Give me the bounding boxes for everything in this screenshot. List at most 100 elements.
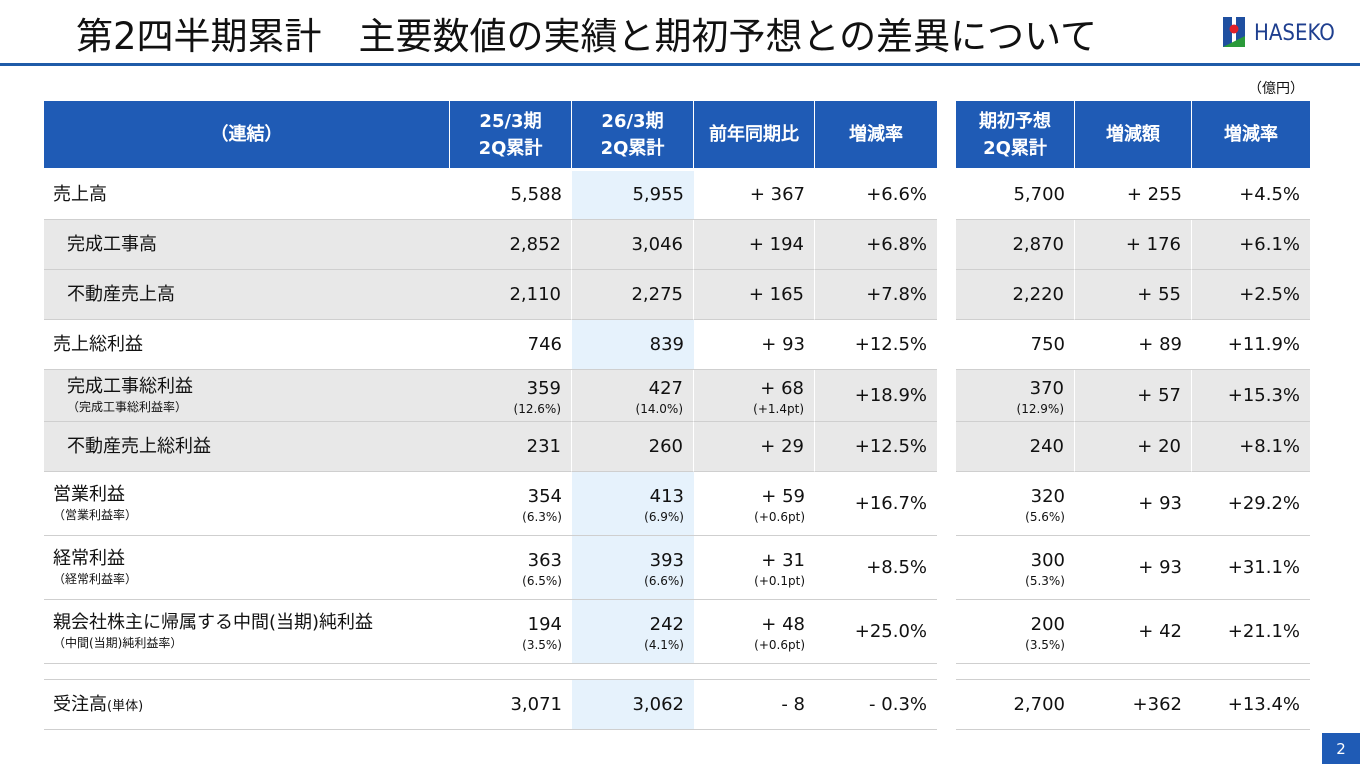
- gap-rule: [44, 679, 937, 680]
- value-cell: 363 (6.5%): [450, 536, 572, 600]
- cell-value: +15.3%: [1227, 384, 1300, 406]
- value-cell: + 55: [1075, 270, 1192, 320]
- value-cell: 300 (5.3%): [956, 536, 1075, 600]
- cell-value: 3,071: [510, 693, 562, 715]
- cell-value: 427: [648, 377, 683, 399]
- cell-value: + 48: [761, 613, 805, 635]
- cell-note: (6.5%): [522, 573, 562, 588]
- column-header: 前年同期比: [694, 101, 815, 168]
- row-label-note: （営業利益率）: [53, 507, 138, 522]
- cell-value: +6.8%: [866, 233, 927, 255]
- row-label-line: 経常利益: [53, 548, 125, 570]
- row-label-line: 親会社株主に帰属する中間(当期)純利益: [53, 612, 373, 634]
- cell-note: (14.0%): [635, 401, 683, 416]
- cell-value: + 93: [1138, 556, 1182, 578]
- cell-value: +6.6%: [866, 184, 927, 205]
- row-label-note: （経常利益率）: [53, 571, 138, 586]
- cell-value: + 93: [1138, 492, 1182, 514]
- cell-value: 5,700: [1013, 184, 1065, 205]
- cell-value: + 59: [761, 485, 805, 507]
- cell-value: 2,220: [1012, 283, 1064, 305]
- row-label-line: 不動産売上高: [67, 284, 175, 306]
- value-cell: +11.9%: [1192, 320, 1310, 370]
- value-cell: 413 (6.9%): [572, 472, 694, 536]
- value-cell: +16.7%: [815, 472, 937, 536]
- cell-value: +8.1%: [1239, 435, 1300, 457]
- value-cell: + 165: [694, 270, 815, 320]
- row-label-cell: 売上総利益: [44, 320, 450, 370]
- value-cell: +6.1%: [1192, 220, 1310, 270]
- value-cell: +18.9%: [815, 370, 937, 422]
- value-cell: 320 (5.6%): [956, 472, 1075, 536]
- cell-value: +25.0%: [854, 620, 927, 642]
- cell-value: 3,062: [632, 693, 684, 715]
- cell-value: + 57: [1137, 384, 1181, 406]
- value-cell: +21.1%: [1192, 600, 1310, 664]
- cell-note: (5.3%): [1025, 573, 1065, 588]
- cell-value: 194: [527, 613, 562, 635]
- cell-value: - 8: [781, 693, 805, 715]
- value-cell: 194 (3.5%): [450, 600, 572, 664]
- value-cell: 5,700: [956, 171, 1075, 220]
- cell-note: (6.3%): [522, 509, 562, 524]
- cell-note: (+0.6pt): [754, 509, 805, 524]
- row-label: 売上高: [53, 184, 107, 205]
- value-cell: + 93: [694, 320, 815, 370]
- cell-value: 750: [1030, 333, 1065, 355]
- column-header: 増減額: [1075, 101, 1192, 168]
- page-number: 2: [1322, 733, 1360, 764]
- value-cell: 231: [450, 422, 572, 472]
- row-label-cell: 親会社株主に帰属する中間(当期)純利益 （中間(当期)純利益率）: [44, 600, 450, 664]
- cell-value: + 31: [761, 549, 805, 571]
- cell-value: 839: [649, 333, 684, 355]
- value-cell: 2,275: [572, 270, 694, 320]
- cell-note: (6.6%): [644, 573, 684, 588]
- cell-value: +11.9%: [1227, 333, 1300, 355]
- value-cell: + 89: [1075, 320, 1192, 370]
- value-cell: +12.5%: [815, 422, 937, 472]
- value-cell: 242 (4.1%): [572, 600, 694, 664]
- value-cell: 3,062: [572, 680, 694, 730]
- row-label: 完成工事高: [67, 233, 157, 255]
- header-text: 増減率: [849, 124, 903, 145]
- value-cell: 3,046: [572, 220, 694, 270]
- header-text: 増減額: [1106, 124, 1160, 145]
- title-rule: [0, 63, 1360, 66]
- row-label: 不動産売上総利益: [67, 435, 211, 457]
- value-cell: + 59 (+0.6pt): [694, 472, 815, 536]
- value-cell: + 93: [1075, 536, 1192, 600]
- value-cell: 200 (3.5%): [956, 600, 1075, 664]
- row-label: 不動産売上高: [67, 283, 175, 305]
- value-cell: + 68 (+1.4pt): [694, 370, 815, 422]
- cell-value: +362: [1132, 693, 1182, 715]
- value-cell: +13.4%: [1192, 680, 1310, 730]
- value-cell: 2,110: [450, 270, 572, 320]
- cell-value: + 165: [748, 283, 804, 305]
- value-cell: +12.5%: [815, 320, 937, 370]
- header-text: 増減率: [1224, 124, 1278, 145]
- value-cell: 427 (14.0%): [572, 370, 694, 422]
- column-header: 増減率: [815, 101, 937, 168]
- slide-title: 第2四半期累計 主要数値の実績と期初予想との差異について: [76, 15, 1098, 58]
- value-cell: + 255: [1075, 171, 1192, 220]
- cell-value: 231: [526, 435, 561, 457]
- cell-note: (6.9%): [644, 509, 684, 524]
- gap-rule: [956, 679, 1310, 680]
- cell-value: + 68: [760, 377, 804, 399]
- cell-value: 260: [648, 435, 683, 457]
- cell-value: 393: [649, 549, 684, 571]
- cell-value: + 255: [1126, 184, 1182, 205]
- row-label-cell: 完成工事総利益 （完成工事総利益率）: [44, 370, 450, 422]
- header-text: （連結）: [210, 124, 283, 145]
- header-text: 25/3期: [479, 110, 542, 132]
- value-cell: + 29: [694, 422, 815, 472]
- value-cell: + 20: [1075, 422, 1192, 472]
- header-text: 2Q累計: [478, 137, 543, 159]
- row-label-note: （完成工事総利益率）: [67, 399, 188, 414]
- header-text: 期初予想: [979, 110, 1051, 132]
- value-cell: - 8: [694, 680, 815, 730]
- column-header: （連結）: [44, 101, 450, 168]
- value-cell: 2,700: [956, 680, 1075, 730]
- value-cell: 5,588: [450, 171, 572, 220]
- cell-value: 3,046: [631, 233, 683, 255]
